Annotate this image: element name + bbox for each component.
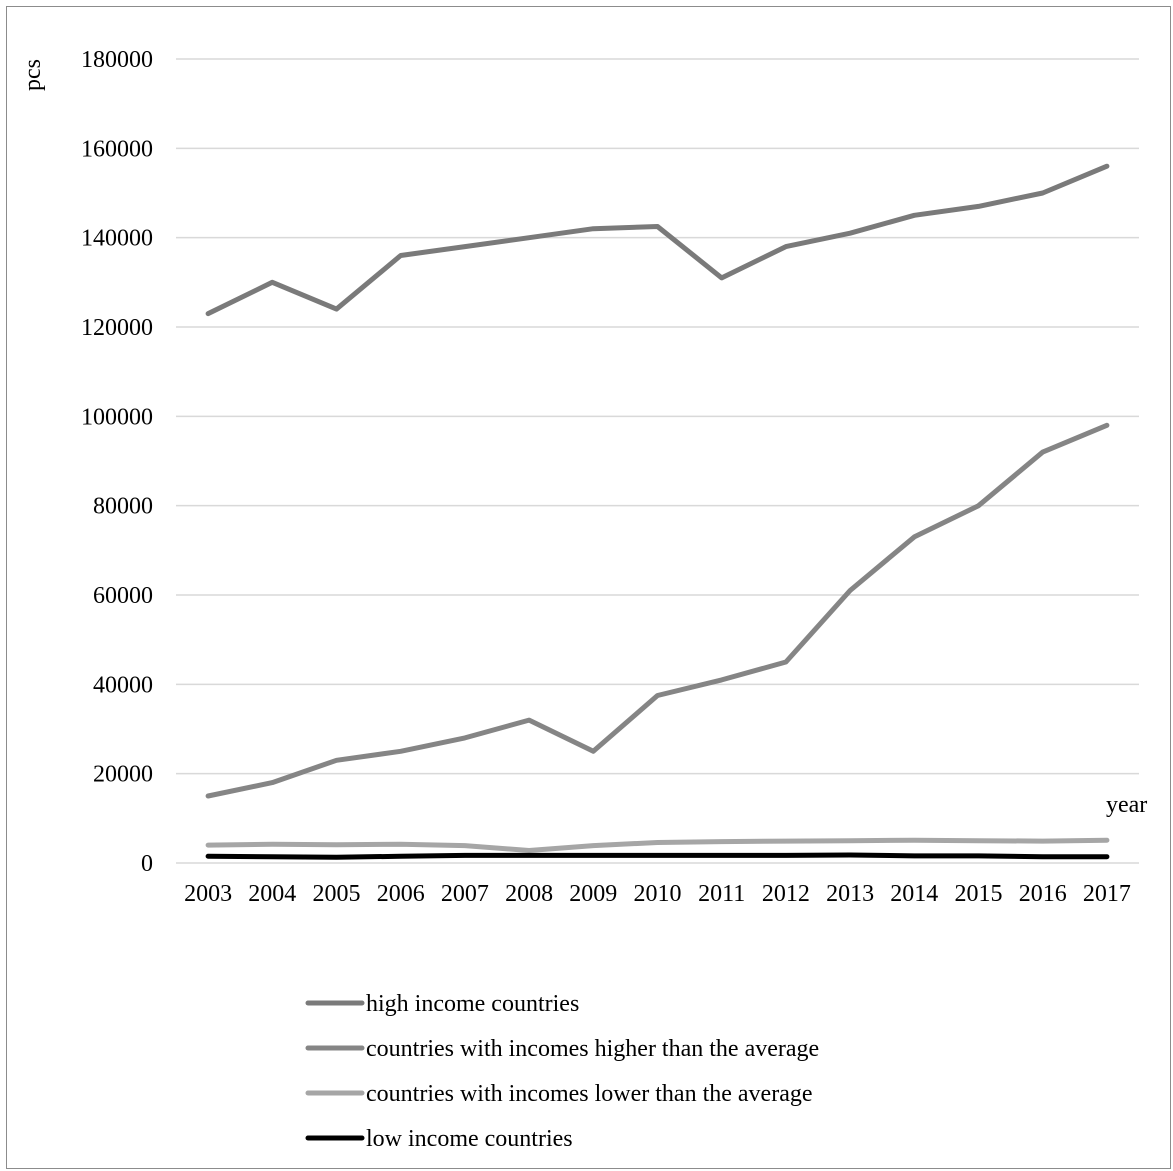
x-tick-label: 2009 <box>569 881 617 907</box>
x-tick-label: 2012 <box>762 881 810 907</box>
legend-label: countries with incomes higher than the a… <box>366 1036 819 1062</box>
series-line-1 <box>205 163 1110 317</box>
x-tick-label: 2004 <box>248 881 296 907</box>
y-tick-label: 180000 <box>81 47 153 73</box>
x-tick-label: 2010 <box>634 881 682 907</box>
x-tick-label: 2016 <box>1019 881 1067 907</box>
chart-frame <box>6 6 1171 1169</box>
series-line-3 <box>205 837 1110 853</box>
y-tick-label: 20000 <box>93 762 153 788</box>
x-tick-label: 2008 <box>505 881 553 907</box>
y-tick-label: 120000 <box>81 315 153 341</box>
y-tick-label: 100000 <box>81 404 153 430</box>
y-tick-label: 160000 <box>81 136 153 162</box>
x-tick-label: 2003 <box>184 881 232 907</box>
y-tick-label: 80000 <box>93 494 153 520</box>
x-tick-label: 2014 <box>890 881 938 907</box>
legend-label: low income countries <box>366 1126 573 1152</box>
x-tick-label: 2011 <box>698 881 745 907</box>
legend-label: high income countries <box>366 991 579 1017</box>
legend: high income countries countries with inco… <box>305 991 819 1152</box>
x-axis-title: year <box>1106 792 1147 818</box>
series-line-2 <box>205 422 1110 799</box>
x-tick-label: 2005 <box>313 881 361 907</box>
legend-label: countries with incomes lower than the av… <box>366 1081 813 1107</box>
y-tick-label: 0 <box>141 851 153 877</box>
y-tick-label: 60000 <box>93 583 153 609</box>
series-lines <box>205 163 1110 860</box>
x-tick-label: 2017 <box>1083 881 1131 907</box>
y-axis-title: pcs <box>20 59 46 91</box>
y-axis-ticks: 0 20000 40000 60000 80000 100000 120000 140000 1… <box>81 47 153 877</box>
gridlines <box>176 58 1139 864</box>
x-axis-ticks: 2003 2004 2005 2006 2007 2008 2009 2010 2011 2012… <box>184 881 1131 907</box>
x-tick-label: 2015 <box>955 881 1003 907</box>
y-tick-label: 140000 <box>81 226 153 252</box>
x-tick-label: 2007 <box>441 881 489 907</box>
x-tick-label: 2013 <box>826 881 874 907</box>
series-line-4 <box>205 852 1110 860</box>
x-tick-label: 2006 <box>377 881 425 907</box>
y-tick-label: 40000 <box>93 672 153 698</box>
